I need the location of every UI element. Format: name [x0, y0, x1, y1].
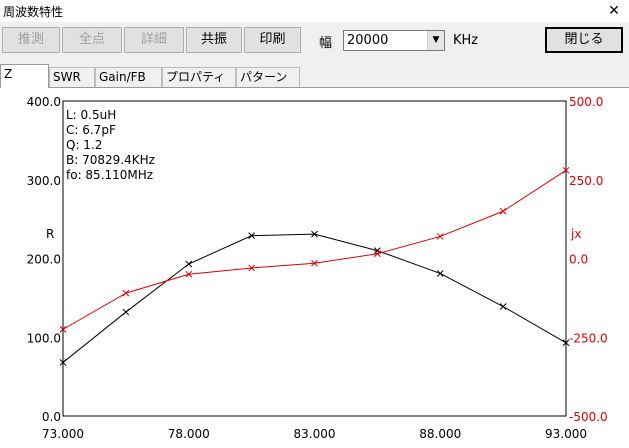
- reactance-data-point: [185, 270, 193, 278]
- x-tick-label: 93.000: [545, 427, 587, 441]
- left-tick-label: 400.0: [27, 95, 61, 109]
- tab-z[interactable]: Z: [0, 64, 49, 88]
- resistance-data-point: [122, 308, 130, 316]
- series-layer: [59, 166, 570, 366]
- plot-frame: [62, 100, 567, 417]
- right-tick-label: -500.0: [569, 410, 608, 424]
- left-tick-label: 200.0: [27, 253, 61, 267]
- close-icon[interactable]: ✕: [608, 3, 620, 19]
- tab-swr[interactable]: SWR: [49, 67, 95, 87]
- resistance-data-point: [311, 230, 318, 238]
- print-button[interactable]: 印刷: [244, 27, 301, 53]
- resonance-info-line: Q: 1.2: [66, 138, 102, 152]
- width-select[interactable]: 20000 ▼: [343, 30, 445, 51]
- resistance-data-point: [185, 260, 193, 268]
- resistance-series-line: [62, 233, 567, 363]
- estimate-button[interactable]: 推測: [2, 27, 60, 53]
- left-axis-label: R: [46, 227, 54, 241]
- reactance-data-point: [499, 207, 507, 215]
- x-axis-ticks: 73.000 78.000 83.000 88.000 93.000: [42, 427, 587, 441]
- left-axis-ticks: 0.0 100.0 200.0 300.0 400.0: [27, 95, 61, 424]
- right-tick-label: 0.0: [569, 253, 588, 267]
- resonance-info-line: B: 70829.4KHz: [66, 153, 155, 167]
- right-axis-label: jx: [570, 227, 581, 241]
- width-label: 幅: [319, 36, 333, 51]
- resonance-info-line: fo: 85.110MHz: [66, 168, 153, 182]
- chevron-down-icon[interactable]: ▼: [427, 31, 444, 50]
- title-bar: 周波数特性 ✕: [0, 0, 629, 22]
- chart-panel: R jx L: 0.5uH C: 6.7pF Q: 1.2 B: 70829.4KHz…: [0, 88, 629, 448]
- x-tick-label: 88.000: [419, 427, 461, 441]
- window-title: 周波数特性: [3, 5, 64, 19]
- reactance-data-point: [311, 259, 318, 267]
- resistance-data-point: [59, 359, 67, 366]
- width-value: 20000: [347, 33, 389, 48]
- toolbar: 推測 全点 詳細 共振 印刷 閉じる: [0, 22, 629, 58]
- left-tick-label: 300.0: [27, 174, 61, 188]
- x-tick-label: 78.000: [168, 427, 210, 441]
- reactance-data-point: [436, 233, 444, 240]
- reactance-data-point: [248, 264, 255, 272]
- details-button[interactable]: 詳細: [124, 27, 184, 53]
- tab-bar: Z SWR Gain/FB プロパティ パターン: [0, 63, 629, 88]
- tab-gain-fb[interactable]: Gain/FB: [95, 67, 162, 87]
- all-points-button[interactable]: 全点: [62, 27, 122, 53]
- right-tick-label: 500.0: [569, 95, 603, 109]
- reactance-data-point: [122, 289, 130, 297]
- right-axis-ticks: -500.0 -250.0 0.0 250.0 500.0: [569, 95, 608, 424]
- resonance-button[interactable]: 共振: [186, 27, 242, 53]
- resistance-data-point: [499, 303, 507, 310]
- resistance-data-point: [374, 247, 381, 254]
- reactance-data-point: [562, 166, 570, 174]
- resonance-info-line: C: 6.7pF: [66, 123, 116, 137]
- tab-divider: [0, 87, 629, 88]
- reactance-data-point: [374, 250, 381, 258]
- width-unit-label: KHz: [453, 33, 479, 48]
- reactance-series-line: [62, 169, 567, 330]
- right-tick-label: -250.0: [569, 331, 608, 345]
- x-tick-label: 73.000: [42, 427, 84, 441]
- right-tick-label: 250.0: [569, 174, 603, 188]
- left-tick-label: 100.0: [27, 331, 61, 345]
- left-tick-label: 0.0: [42, 410, 61, 424]
- resonance-info-line: L: 0.5uH: [66, 108, 116, 122]
- resistance-data-point: [248, 232, 255, 240]
- tab-pattern[interactable]: パターン: [236, 67, 300, 87]
- resistance-data-point: [436, 270, 444, 277]
- close-button[interactable]: 閉じる: [545, 27, 623, 53]
- reactance-data-point: [59, 326, 67, 333]
- x-tick-label: 83.000: [294, 427, 336, 441]
- resistance-data-point: [562, 339, 570, 347]
- tab-properties[interactable]: プロパティ: [162, 67, 236, 87]
